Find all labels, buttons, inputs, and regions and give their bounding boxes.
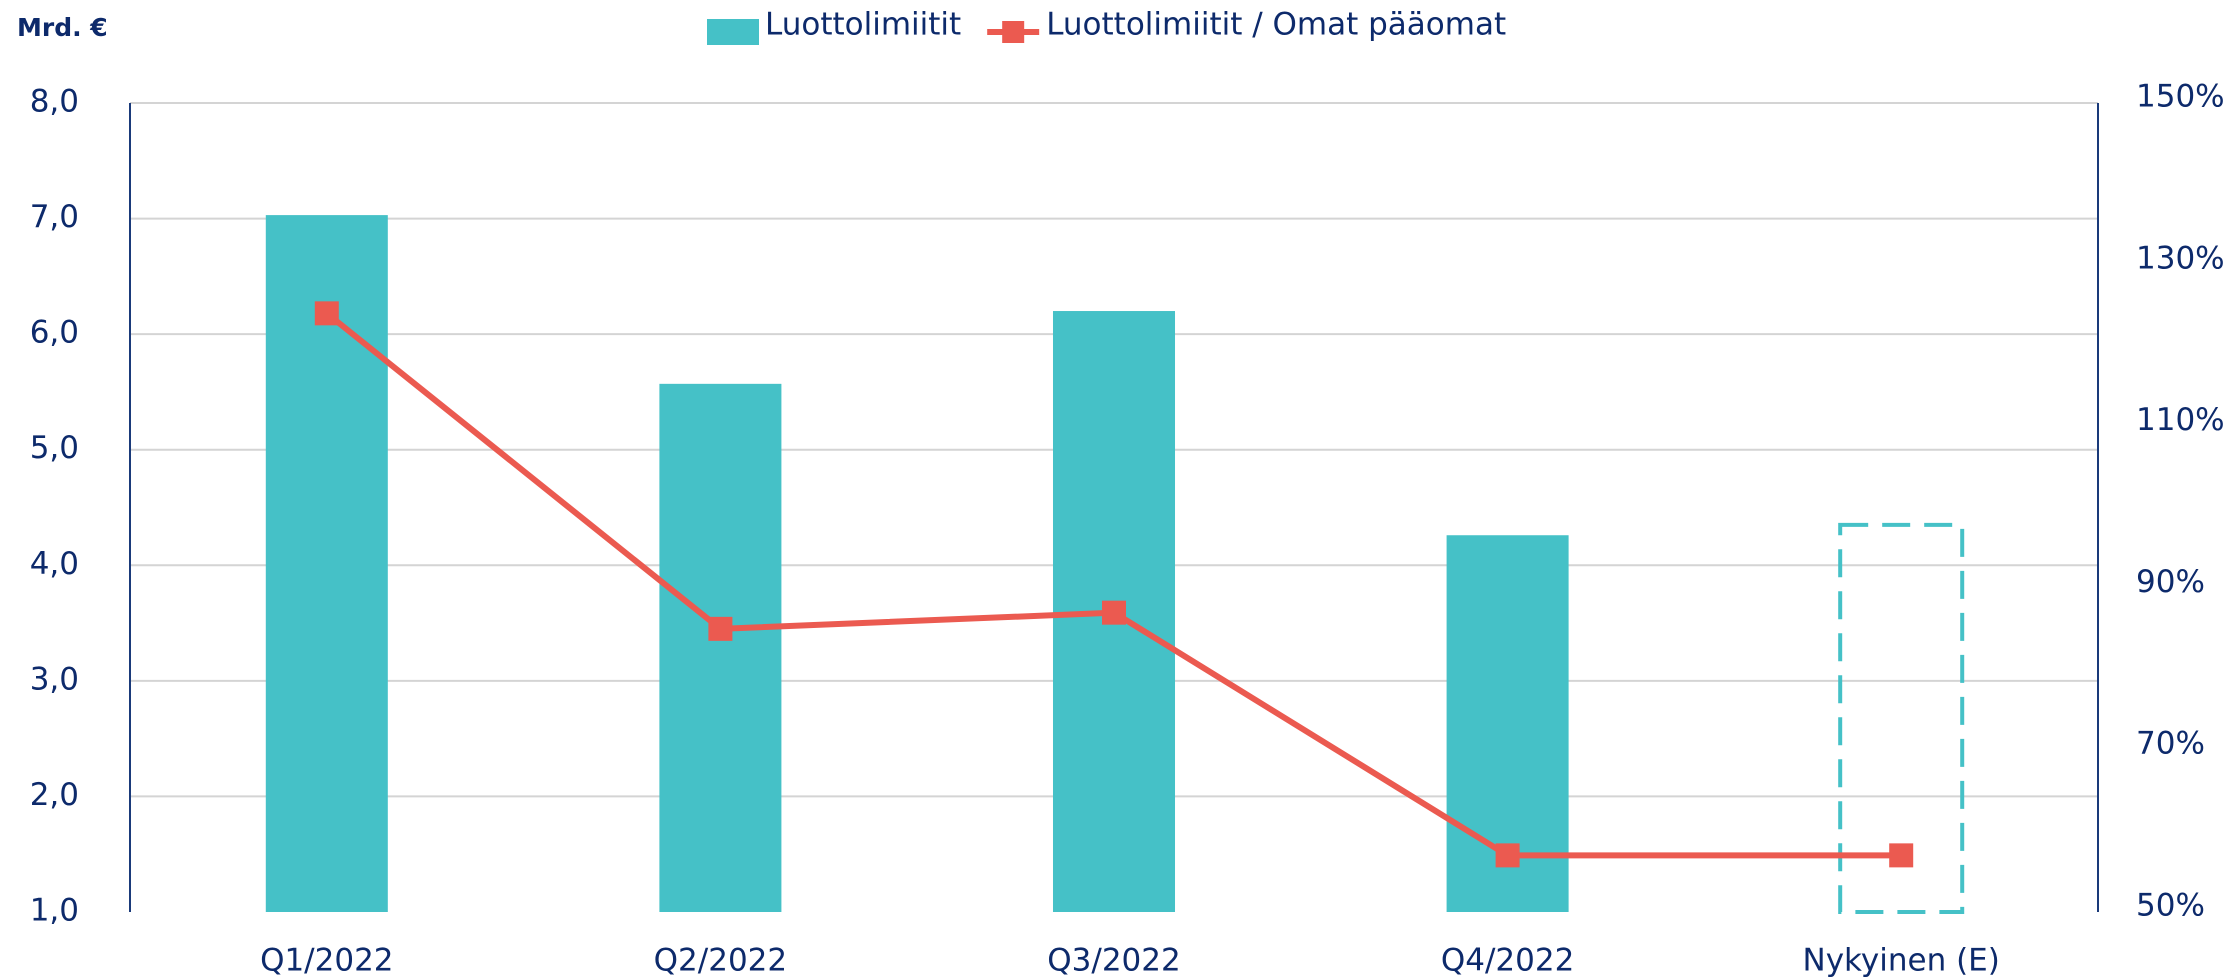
y2-tick-label: 130% [2136, 240, 2225, 276]
legend-swatch [707, 19, 759, 45]
bar [1838, 522, 1965, 914]
y-tick-label: 3,0 [30, 661, 79, 697]
y-tick-label: 7,0 [30, 199, 79, 235]
y-tick-label: 6,0 [30, 315, 79, 351]
y-tick-label: 5,0 [30, 430, 79, 466]
legend-swatch-marker [1002, 21, 1025, 43]
legend-label: Luottolimiitit [765, 7, 961, 43]
line-marker [314, 301, 339, 326]
bar [265, 215, 388, 913]
x-tick-label: Nykyinen (E) [1803, 943, 2000, 979]
x-tick-label: Q1/2022 [260, 943, 393, 979]
y-tick-label: 2,0 [30, 777, 79, 813]
y-tick-label: 1,0 [30, 893, 79, 929]
x-tick-label: Q2/2022 [654, 943, 787, 979]
y2-tick-label: 90% [2136, 564, 2205, 600]
legend-label: Luottolimiitit / Omat pääomat [1046, 7, 1506, 43]
x-tick-label: Q3/2022 [1047, 943, 1180, 979]
y2-tick-label: 50% [2136, 888, 2205, 924]
y2-tick-label: 70% [2136, 726, 2205, 762]
line-marker [1495, 843, 1520, 868]
line-marker [1102, 600, 1126, 625]
y-axis-label: Mrd. € [17, 13, 108, 42]
y-tick-label: 8,0 [30, 84, 79, 120]
line-marker [708, 616, 733, 641]
y-tick-label: 4,0 [30, 546, 79, 582]
bar [659, 383, 782, 912]
line-marker [1889, 843, 1914, 868]
y2-tick-label: 150% [2136, 79, 2225, 115]
x-tick-label: Q4/2022 [1441, 943, 1574, 979]
y2-tick-label: 110% [2136, 402, 2225, 438]
